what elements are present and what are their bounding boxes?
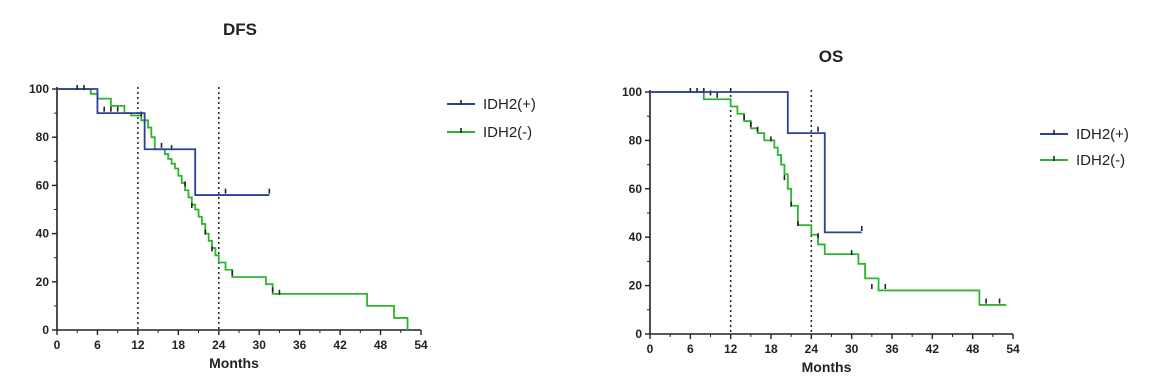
y-tick-label: 20 (629, 279, 643, 293)
x-tick-label: 54 (414, 338, 428, 352)
y-tick-label: 60 (36, 178, 50, 192)
x-tick-label: 18 (172, 338, 186, 352)
x-axis-label: Months (802, 359, 852, 375)
x-tick-label: 48 (374, 338, 388, 352)
x-tick-label: 0 (54, 338, 61, 352)
legend-label: IDH2(-) (483, 124, 532, 141)
x-tick-label: 42 (926, 342, 940, 356)
x-tick-label: 0 (647, 342, 654, 356)
series-line-1 (57, 88, 409, 330)
chart-0: DFS 0 20 40 60 80 100 0 6 12 18 24 30 36 42 48 54 Months I… (29, 20, 536, 371)
series-line-0 (57, 88, 270, 196)
x-tick-label: 42 (333, 338, 347, 352)
chart-title: OS (819, 47, 844, 66)
x-tick-label: 12 (724, 342, 738, 356)
x-tick-label: 36 (885, 342, 899, 356)
y-tick-label: 40 (629, 230, 643, 244)
x-tick-label: 48 (966, 342, 980, 356)
y-tick-label: 100 (622, 85, 642, 99)
x-tick-label: 6 (94, 338, 101, 352)
chart-title: DFS (223, 20, 257, 39)
y-tick-label: 20 (36, 275, 50, 289)
y-tick-label: 100 (29, 82, 49, 96)
legend-label: IDH2(+) (1076, 126, 1129, 143)
x-tick-label: 6 (687, 342, 694, 356)
legend-label: IDH2(-) (1076, 152, 1125, 169)
x-tick-label: 12 (131, 338, 145, 352)
series-line-0 (650, 91, 862, 234)
y-tick-label: 40 (36, 227, 50, 241)
y-tick-label: 0 (635, 327, 642, 341)
x-tick-label: 24 (805, 342, 819, 356)
x-axis-label: Months (209, 355, 259, 371)
y-tick-label: 60 (629, 182, 643, 196)
chart-1: OS 0 20 40 60 80 100 0 6 12 18 24 30 36 42 48 54 Months ID… (622, 47, 1129, 375)
y-tick-label: 80 (629, 133, 643, 147)
x-tick-label: 18 (764, 342, 778, 356)
y-tick-label: 80 (36, 130, 50, 144)
x-tick-label: 30 (845, 342, 859, 356)
x-tick-label: 54 (1006, 342, 1020, 356)
x-tick-label: 24 (212, 338, 226, 352)
legend-label: IDH2(+) (483, 96, 536, 113)
x-tick-label: 30 (253, 338, 267, 352)
series-line-1 (650, 91, 1007, 306)
y-tick-label: 0 (42, 323, 49, 337)
x-tick-label: 36 (293, 338, 307, 352)
